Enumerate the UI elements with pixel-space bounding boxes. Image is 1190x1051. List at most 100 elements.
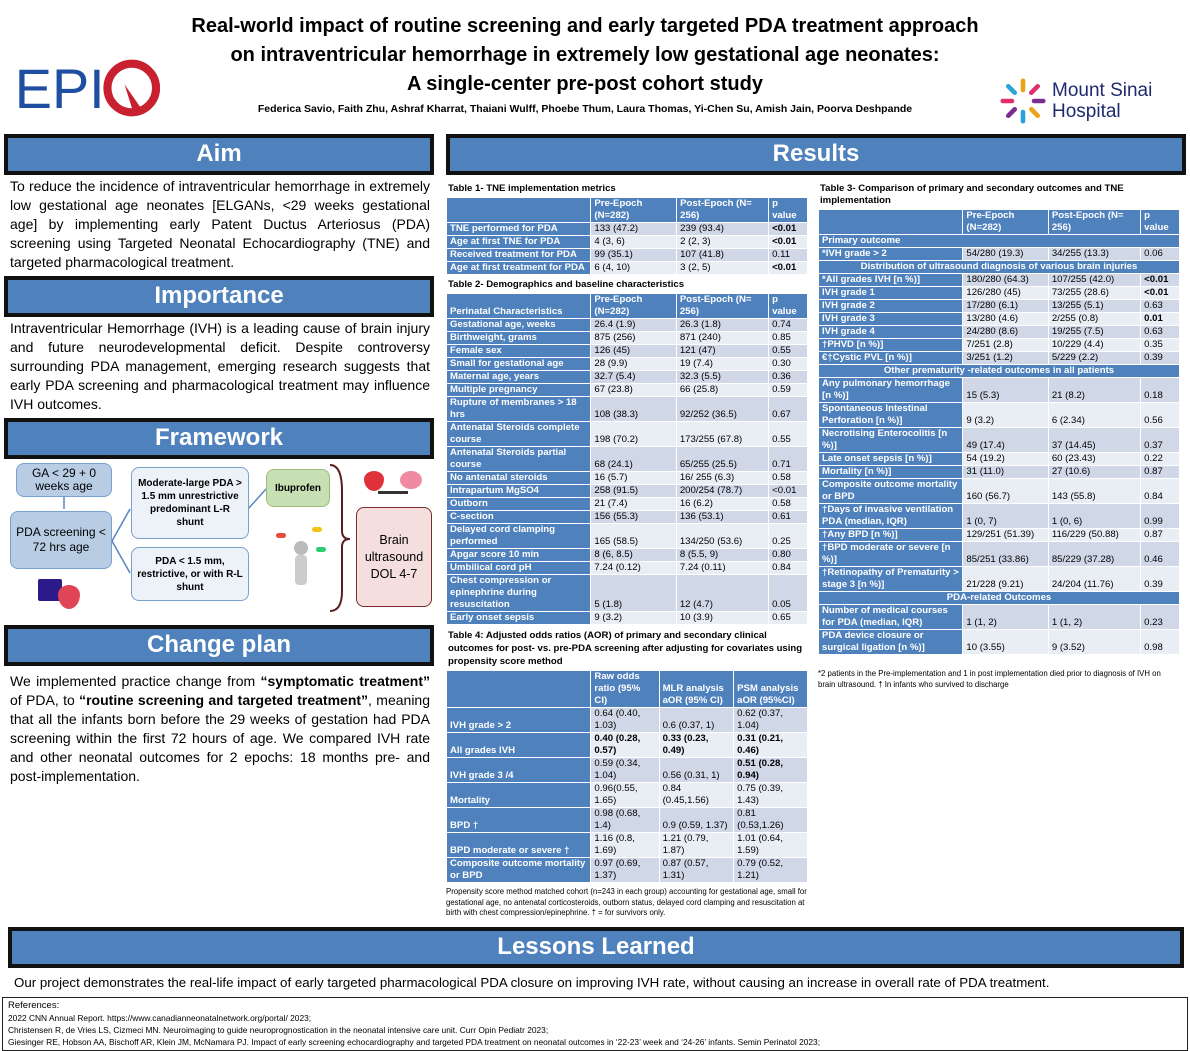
table-row: C-section 156 (55.3) 136 (53.1) 0.61: [445, 510, 808, 524]
cell-p: 0.84: [1140, 478, 1180, 504]
cell-post: 21 (8.2): [1047, 377, 1142, 403]
cell-p: 0.80: [768, 548, 808, 562]
cell-post: 19/255 (7.5): [1047, 325, 1142, 339]
cell-post: 0.6 (0.37, 1): [658, 707, 735, 733]
cell-pre: 5 (1.8): [590, 574, 677, 612]
column-header: Pre-Epoch (N=282): [590, 293, 677, 319]
cell-p: 0.55: [768, 421, 808, 447]
table-row: No antenatal steroids 16 (5.7) 16/ 255 (6.…: [445, 471, 808, 485]
table-row: IVH grade 3 13/280 (4.6) 2/255 (0.8) 0.01: [817, 312, 1180, 326]
cell-pre: 108 (38.3): [590, 396, 677, 422]
cell-p: 1.01 (0.64, 1.59): [733, 832, 808, 858]
table2: Perinatal Characteristics Pre-Epoch (N=28…: [445, 293, 808, 625]
cell-post: 0.87 (0.57, 1.31): [658, 857, 735, 883]
cell-p: <0.01: [768, 235, 808, 249]
table-row: Any pulmonary hemorrhage [n %)] 15 (5.3) 2…: [817, 377, 1180, 403]
row-label: Composite outcome mortality or BPD: [445, 857, 592, 883]
cell-post: 239 (93.4): [676, 222, 770, 236]
table-row: Gestational age, weeks 26.4 (1.9) 26.3 (1.…: [445, 318, 808, 332]
importance-heading: Importance: [4, 276, 434, 317]
cell-p: 0.30: [768, 357, 808, 371]
cell-pre: 31 (11.0): [962, 465, 1049, 479]
cell-pre: 21 (7.4): [590, 497, 677, 511]
section-row: Primary outcome: [818, 234, 1180, 248]
table-row: Antenatal Steroids complete course 198 (7…: [445, 421, 808, 447]
title-line: A single-center pre-post cohort study: [407, 73, 763, 95]
table-row: IVH grade 4 24/280 (8.6) 19/255 (7.5) 0.63: [817, 325, 1180, 339]
cell-p: <0.01: [1140, 273, 1180, 287]
table-row: Received treatment for PDA 99 (35.1) 107 (…: [445, 248, 808, 262]
row-label: Umbilical cord pH: [445, 561, 592, 575]
cell-post: 136 (53.1): [675, 510, 770, 524]
table-row: Primary outcome: [818, 234, 1180, 248]
cell-pre: 7.24 (0.12): [590, 561, 677, 575]
cell-p: 0.63: [1140, 299, 1180, 313]
column-header: Pre-Epoch (N=282): [590, 197, 678, 223]
cell-post: 10/229 (4.4): [1047, 338, 1142, 352]
cell-pre: 1 (1, 2): [962, 604, 1049, 630]
row-label: Apgar score 10 min: [445, 548, 592, 562]
column-header: MLR analysis aOR (95% CI): [658, 670, 735, 708]
cell-pre: 160 (56.7): [962, 478, 1049, 504]
cell-pre: 1.16 (0.8, 1.69): [590, 832, 660, 858]
ga-box: GA < 29 + 0 weeks age: [16, 463, 112, 497]
row-label: Rupture of membranes > 18 hrs: [445, 396, 592, 422]
cell-p: 0.75 (0.39, 1.43): [733, 782, 808, 808]
cell-pre: 16 (5.7): [590, 471, 677, 485]
row-label: †Any BPD [n %)]: [817, 528, 964, 542]
cell-post: 27 (10.6): [1047, 465, 1142, 479]
header-row: Perinatal Characteristics Pre-Epoch (N=28…: [445, 293, 808, 319]
table-row: †BPD moderate or severe [n %)] 85/251 (33…: [817, 541, 1180, 567]
table3-caption: Table 3- Comparison of primary and secon…: [820, 183, 1124, 206]
logo-text: Hospital: [1052, 101, 1121, 122]
row-label: †Retinopathy of Prematurity > stage 3 [n…: [817, 566, 964, 592]
cell-pre: 67 (23.8): [590, 383, 677, 397]
table-row: Female sex 126 (45) 121 (47) 0.55: [445, 344, 808, 358]
column-header: p value: [768, 293, 808, 319]
column-header: Perinatal Characteristics: [445, 293, 592, 319]
cell-p: 0.58: [768, 471, 808, 485]
cell-p: 0.58: [768, 497, 808, 511]
cell-pre: 126 (45): [590, 344, 677, 358]
cell-post: 60 (23.43): [1047, 452, 1142, 466]
aim-text: To reduce the incidence of intraventricu…: [10, 178, 430, 270]
row-label: Necrotising Enterocolitis [n %)]: [817, 427, 964, 453]
cell-pre: 129/251 (51.39): [962, 528, 1049, 542]
cell-p: 0.22: [1140, 452, 1180, 466]
table-row: *All grades IVH [n %)] 180/280 (64.3) 107/…: [817, 273, 1180, 287]
row-label: †PHVD [n %)]: [817, 338, 964, 352]
cell-post: 3 (2, 5): [676, 261, 770, 275]
cell-post: 871 (240): [675, 331, 770, 345]
echo-heart-icon: [38, 579, 88, 615]
column-header: Post-Epoch (N= 256): [1047, 209, 1142, 235]
column-header: Post-Epoch (N= 256): [676, 197, 770, 223]
column-header: [445, 670, 592, 708]
left-column: Aim To reduce the incidence of intravent…: [4, 134, 434, 919]
cell-pre: 7/251 (2.8): [962, 338, 1049, 352]
table-row: €†Cystic PVL [n %)] 3/251 (1.2) 5/229 (2.2…: [817, 351, 1180, 365]
cell-pre: 99 (35.1): [590, 248, 678, 262]
cell-pre: 4 (3, 6): [590, 235, 678, 249]
table-row: Intrapartum MgSO4 258 (91.5) 200/254 (78.7…: [445, 484, 808, 498]
importance-text: Intraventricular Hemorrhage (IVH) is a l…: [10, 320, 430, 412]
cell-p: 0.71: [768, 446, 808, 472]
table-row: IVH grade > 2 0.64 (0.40, 1.03) 0.6 (0.37,…: [445, 707, 808, 733]
cell-p: 0.46: [1140, 541, 1180, 567]
cell-pre: 8 (6, 8.5): [590, 548, 677, 562]
cell-p: 0.25: [768, 523, 808, 549]
cell-p: 0.65: [768, 611, 808, 625]
table-row: PDA device closure or surgical ligation …: [817, 629, 1180, 655]
header-row: Pre-Epoch (N=282) Post-Epoch (N= 256) p va…: [817, 209, 1180, 235]
cell-post: 8 (5.5, 9): [675, 548, 770, 562]
cell-post: 9 (3.52): [1047, 629, 1142, 655]
table-row: †PHVD [n %)] 7/251 (2.8) 10/229 (4.4) 0.35: [817, 338, 1180, 352]
row-label: PDA device closure or surgical ligation …: [817, 629, 964, 655]
row-label: Multiple pregnancy: [445, 383, 592, 397]
cell-pre: 258 (91.5): [590, 484, 677, 498]
table-row: TNE performed for PDA 133 (47.2) 239 (93.4…: [445, 222, 808, 236]
pda-screening-box: PDA screening < 72 hrs age: [10, 511, 112, 569]
cell-pre: 133 (47.2): [590, 222, 678, 236]
cell-pre: 9 (3.2): [590, 611, 677, 625]
cell-p: 0.06: [1140, 247, 1180, 261]
table-row: Small for gestational age 28 (9.9) 19 (7.4…: [445, 357, 808, 371]
